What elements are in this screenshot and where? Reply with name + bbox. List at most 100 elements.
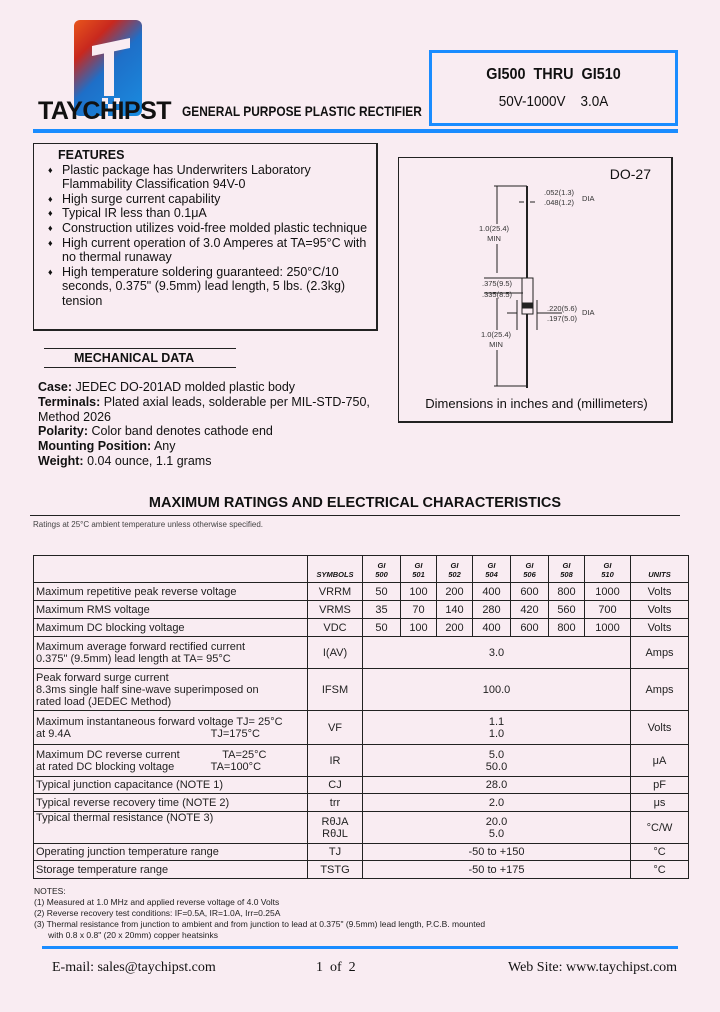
- part-number: 500: [375, 570, 388, 579]
- part-number: 508: [560, 570, 573, 579]
- row-unit: °C: [630, 860, 689, 879]
- row-value: 700: [584, 600, 631, 619]
- header-part-501: GI 501: [400, 555, 437, 583]
- mechanical-item: Mounting Position: Any: [38, 439, 378, 454]
- row-label-line: at rated DC blocking voltage TA=100°C: [36, 760, 262, 773]
- row-value: 5.0 50.0: [362, 744, 631, 777]
- package-diagram: DO-27 .052(1.3) .048(1.2) DIA 1.0(25.4) …: [398, 157, 673, 423]
- part-prefix: GI: [450, 561, 459, 570]
- mechanical-item: Terminals: Plated axial leads, solderabl…: [38, 395, 378, 425]
- row-label: Peak forward surge current 8.3ms single h…: [33, 668, 308, 711]
- row-value: 100: [400, 582, 437, 601]
- row-value: 1000: [584, 618, 631, 637]
- mechanical-item: Case: JEDEC DO-201AD molded plastic body: [38, 380, 378, 395]
- row-unit: °C/W: [630, 811, 689, 844]
- row-symbol: IR: [307, 744, 363, 777]
- row-value: 800: [548, 618, 585, 637]
- value-line: 50.0: [485, 760, 508, 773]
- row-label: Storage temperature range: [33, 860, 308, 879]
- features-box: FEATURES Plastic package has Underwriter…: [33, 143, 378, 331]
- notes: NOTES: (1) Measured at 1.0 MHz and applie…: [34, 886, 485, 941]
- header-part-500: GI 500: [362, 555, 401, 583]
- row-value: 100: [400, 618, 437, 637]
- ratings-title: MAXIMUM RATINGS AND ELECTRICAL CHARACTER…: [30, 495, 680, 516]
- brand-name: TAYCHIPST: [38, 97, 172, 125]
- value-line: 5.0: [488, 748, 505, 761]
- row-symbol: CJ: [307, 776, 363, 794]
- row-label: Maximum RMS voltage: [33, 600, 308, 619]
- part-number: 502: [448, 570, 461, 579]
- row-unit: μs: [630, 793, 689, 812]
- symbol-line: trr: [329, 796, 341, 809]
- part-prefix: GI: [487, 561, 496, 570]
- header-part-506: GI 506: [510, 555, 549, 583]
- row-symbol: IFSM: [307, 668, 363, 711]
- mechanical-data: Case: JEDEC DO-201AD molded plastic body…: [38, 380, 378, 469]
- footer-rule: [42, 946, 678, 949]
- ratings-condition-note: Ratings at 25°C ambient temperature unle…: [33, 520, 263, 529]
- mechanical-value: 0.04 ounce, 1.1 grams: [83, 453, 212, 468]
- row-unit: Volts: [630, 710, 689, 745]
- row-label-line: Maximum average forward rectified curren…: [36, 640, 246, 653]
- value-line: 1.1: [488, 715, 505, 728]
- header-symbols: SYMBOLS: [307, 555, 363, 583]
- row-label-line: Peak forward surge current: [36, 671, 169, 684]
- table-row: Maximum DC reverse current TA=25°C at rat…: [33, 744, 689, 777]
- header-part-510: GI 510: [584, 555, 631, 583]
- part-prefix: GI: [377, 561, 386, 570]
- row-symbol: VDC: [307, 618, 363, 637]
- row-label-line: 0.375" (9.5mm) lead length at TA= 95°C: [36, 652, 231, 665]
- row-symbol: RθJA RθJL: [307, 811, 363, 844]
- row-value: 2.0: [362, 793, 631, 812]
- feature-item: Typical IR less than 0.1μA: [48, 206, 376, 221]
- row-unit: Amps: [630, 636, 689, 669]
- value-line: 5.0: [488, 827, 505, 840]
- row-label-line: Storage temperature range: [36, 863, 169, 876]
- symbol-line: VF: [327, 721, 343, 734]
- table-row: Typical thermal resistance (NOTE 3) RθJA R…: [33, 811, 689, 844]
- row-symbol: trr: [307, 793, 363, 812]
- part-prefix: GI: [525, 561, 534, 570]
- row-label: Typical junction capacitance (NOTE 1): [33, 776, 308, 794]
- row-label: Maximum DC reverse current TA=25°C at rat…: [33, 744, 308, 777]
- row-value: 200: [436, 582, 473, 601]
- value-line: 28.0: [485, 779, 508, 791]
- product-subtitle: GENERAL PURPOSE PLASTIC RECTIFIER: [182, 103, 422, 119]
- part-number: 501: [412, 570, 425, 579]
- part-number: 506: [523, 570, 536, 579]
- row-label: Operating junction temperature range: [33, 843, 308, 861]
- header-part-502: GI 502: [436, 555, 473, 583]
- feature-item: Plastic package has Underwriters Laborat…: [48, 163, 376, 192]
- feature-item: Construction utilizes void-free molded p…: [48, 221, 376, 236]
- header-blank: [33, 555, 308, 583]
- row-symbol: I(AV): [307, 636, 363, 669]
- row-value: 35: [362, 600, 401, 619]
- value-line: -50 to +175: [468, 863, 525, 876]
- footer-email: E-mail: sales@taychipst.com: [52, 960, 216, 975]
- row-unit: Amps: [630, 668, 689, 711]
- row-unit: °C: [630, 843, 689, 861]
- row-value: 20.0 5.0: [362, 811, 631, 844]
- row-unit: Volts: [630, 618, 689, 637]
- taychipst-logo: [74, 20, 142, 116]
- lead-dia-max: .052(1.3): [544, 188, 575, 197]
- header-units: UNITS: [630, 555, 689, 583]
- symbol-line: RθJA: [321, 815, 349, 828]
- row-value: 1000: [584, 582, 631, 601]
- mechanical-label: Terminals:: [38, 394, 101, 409]
- feature-item: High temperature soldering guaranteed: 2…: [48, 265, 376, 309]
- row-value: 140: [436, 600, 473, 619]
- row-symbol: VRRM: [307, 582, 363, 601]
- table-row: Peak forward surge current 8.3ms single h…: [33, 668, 689, 711]
- header-part-508: GI 508: [548, 555, 585, 583]
- symbol-line: I(AV): [322, 646, 348, 659]
- row-label-line: Operating junction temperature range: [36, 846, 219, 858]
- lead-length-bottom: 1.0(25.4): [481, 330, 512, 339]
- row-value: -50 to +175: [362, 860, 631, 879]
- mechanical-value: Plated axial leads, solderable per MIL-S…: [38, 394, 370, 424]
- symbol-line: TSTG: [320, 863, 350, 876]
- value-line: 2.0: [488, 796, 505, 809]
- part-number-box: GI500 THRU GI510 50V-1000V 3.0A: [429, 50, 678, 126]
- row-value: -50 to +150: [362, 843, 631, 861]
- table-row: Maximum average forward rectified curren…: [33, 636, 689, 669]
